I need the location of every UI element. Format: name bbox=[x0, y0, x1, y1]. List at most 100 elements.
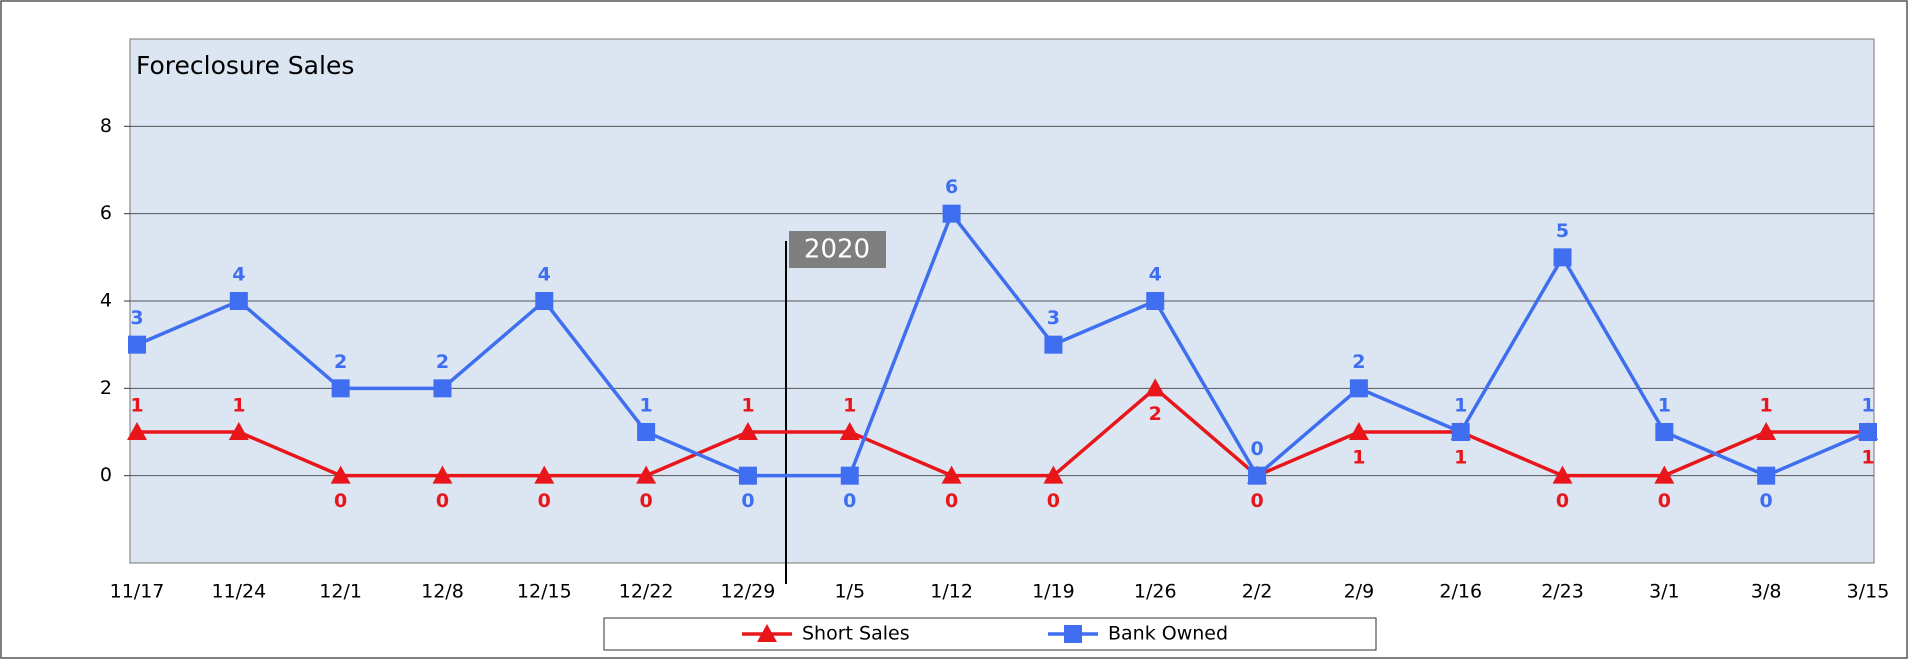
y-tick-label: 6 bbox=[100, 202, 112, 224]
marker bbox=[433, 379, 452, 398]
data-label: 0 bbox=[640, 490, 653, 512]
marker bbox=[330, 465, 351, 484]
data-label: 1 bbox=[741, 395, 754, 417]
y-tick-label: 2 bbox=[100, 377, 112, 399]
marker bbox=[1043, 465, 1064, 484]
legend-label: Bank Owned bbox=[1108, 623, 1228, 645]
data-label: 1 bbox=[1861, 395, 1874, 417]
legend-marker bbox=[757, 624, 777, 642]
marker bbox=[840, 466, 859, 485]
marker bbox=[127, 422, 147, 440]
marker bbox=[1044, 335, 1063, 354]
x-tick-label: 1/19 bbox=[1032, 581, 1075, 603]
marker bbox=[737, 422, 758, 440]
x-tick-label: 3/1 bbox=[1649, 581, 1680, 603]
marker bbox=[534, 465, 555, 484]
data-label: 2 bbox=[1149, 403, 1162, 425]
x-tick-label: 2/2 bbox=[1242, 581, 1273, 603]
x-tick-label: 12/15 bbox=[517, 581, 572, 603]
data-label: 2 bbox=[1352, 351, 1365, 373]
data-label: 5 bbox=[1556, 220, 1569, 242]
data-label: 0 bbox=[1658, 490, 1671, 512]
series-line bbox=[137, 386, 1868, 478]
data-label: 0 bbox=[1250, 438, 1263, 460]
data-label: 1 bbox=[1760, 395, 1773, 417]
data-label: 3 bbox=[130, 307, 143, 329]
x-tick-label: 2/16 bbox=[1439, 581, 1482, 603]
data-label: 1 bbox=[640, 395, 653, 417]
marker bbox=[1146, 292, 1165, 310]
marker bbox=[1757, 466, 1776, 485]
marker bbox=[1349, 379, 1368, 398]
marker bbox=[839, 422, 860, 440]
series-line bbox=[136, 210, 1869, 479]
annotation-box bbox=[789, 231, 886, 268]
legend-label: Short Sales bbox=[802, 623, 910, 645]
marker bbox=[1248, 466, 1267, 485]
data-label: 0 bbox=[843, 490, 856, 512]
x-tick-label: 1/26 bbox=[1134, 581, 1177, 603]
x-tick-label: 12/22 bbox=[619, 581, 674, 603]
data-label: 0 bbox=[1556, 490, 1569, 512]
data-label: 3 bbox=[1047, 307, 1060, 329]
marker bbox=[535, 292, 554, 310]
data-label: 0 bbox=[1047, 490, 1060, 512]
data-label: 1 bbox=[232, 395, 245, 417]
marker bbox=[1859, 423, 1877, 441]
data-label: 2 bbox=[334, 351, 347, 373]
y-tick-label: 0 bbox=[100, 464, 112, 486]
marker bbox=[1451, 423, 1470, 441]
x-tick-label: 3/8 bbox=[1751, 581, 1782, 603]
data-label: 0 bbox=[741, 490, 754, 512]
data-label: 0 bbox=[945, 490, 958, 512]
x-tick-label: 1/12 bbox=[930, 581, 973, 603]
x-tick-label: 11/17 bbox=[110, 581, 165, 603]
marker bbox=[941, 465, 962, 484]
data-label: 6 bbox=[945, 176, 958, 198]
marker bbox=[228, 422, 249, 440]
marker bbox=[128, 335, 146, 354]
data-label: 1 bbox=[1352, 447, 1365, 469]
x-tick-label: 1/5 bbox=[834, 581, 865, 603]
marker bbox=[1654, 465, 1675, 484]
data-label: 2 bbox=[436, 351, 449, 373]
x-tick-label: 12/29 bbox=[721, 581, 776, 603]
annotation: 2020 bbox=[804, 235, 870, 265]
marker bbox=[1145, 378, 1166, 397]
marker bbox=[1655, 423, 1674, 441]
data-label: 0 bbox=[436, 490, 449, 512]
data-label: 1 bbox=[130, 395, 143, 417]
data-label: 1 bbox=[843, 395, 856, 417]
chart-title: Foreclosure Sales bbox=[136, 51, 354, 80]
legend bbox=[603, 617, 1377, 651]
y-tick-label: 8 bbox=[100, 115, 112, 137]
marker bbox=[432, 465, 453, 484]
y-tick-label: 4 bbox=[100, 290, 112, 312]
x-tick-label: 12/1 bbox=[319, 581, 362, 603]
marker bbox=[331, 379, 350, 398]
legend-marker bbox=[1064, 625, 1082, 643]
x-tick-label: 2/9 bbox=[1344, 581, 1375, 603]
marker bbox=[942, 204, 961, 223]
x-tick-label: 12/8 bbox=[421, 581, 464, 603]
data-label: 0 bbox=[1250, 490, 1263, 512]
x-tick-label: 3/15 bbox=[1847, 581, 1890, 603]
marker bbox=[1348, 422, 1369, 440]
marker bbox=[1756, 422, 1777, 440]
data-label: 0 bbox=[334, 490, 347, 512]
marker bbox=[1553, 248, 1572, 267]
data-label: 4 bbox=[538, 264, 551, 286]
x-tick-label: 11/24 bbox=[211, 581, 266, 603]
marker bbox=[1552, 465, 1573, 484]
data-label: 4 bbox=[232, 264, 245, 286]
marker bbox=[637, 423, 656, 441]
data-label: 1 bbox=[1658, 395, 1671, 417]
data-label: 1 bbox=[1454, 447, 1467, 469]
data-label: 0 bbox=[538, 490, 551, 512]
data-label: 0 bbox=[1760, 490, 1773, 512]
marker bbox=[229, 292, 248, 310]
marker bbox=[636, 465, 657, 484]
data-label: 4 bbox=[1149, 264, 1162, 286]
data-label: 1 bbox=[1861, 447, 1874, 469]
data-label: 1 bbox=[1454, 395, 1467, 417]
